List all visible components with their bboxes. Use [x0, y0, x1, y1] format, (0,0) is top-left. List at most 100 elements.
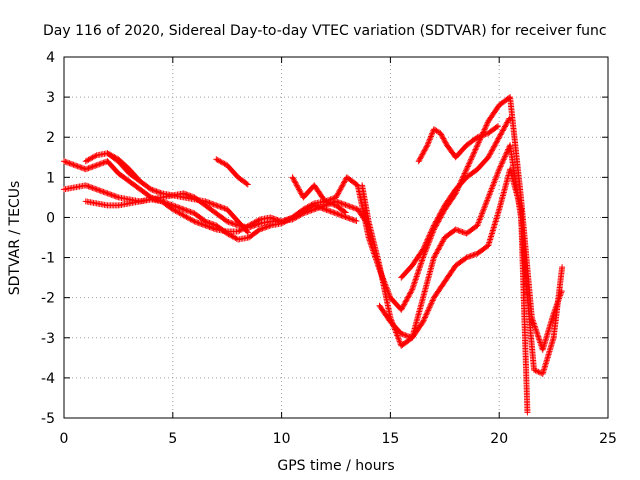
data-point	[496, 166, 503, 173]
data-point	[96, 187, 103, 194]
data-point	[271, 215, 278, 222]
data-point	[490, 144, 497, 151]
data-point	[494, 136, 501, 143]
data-point	[428, 132, 435, 139]
data-point	[433, 249, 440, 256]
data-point	[156, 189, 163, 196]
data-point	[438, 241, 445, 248]
data-point	[473, 143, 480, 150]
data-point	[479, 132, 486, 139]
y-axis-label: SDTVAR / TECUs	[7, 181, 23, 296]
data-point	[424, 142, 431, 149]
data-point	[428, 228, 435, 235]
data-point	[486, 151, 493, 158]
data-point	[427, 229, 434, 236]
data-point	[157, 189, 164, 196]
data-point	[255, 217, 262, 224]
data-point	[262, 224, 269, 231]
data-point	[500, 156, 507, 163]
data-point	[531, 366, 538, 373]
y-tick-label: 4	[46, 50, 55, 66]
data-point	[100, 159, 107, 166]
data-point	[346, 203, 353, 210]
y-tick-label: -1	[41, 251, 55, 267]
data-point	[417, 154, 424, 161]
data-point	[180, 206, 187, 213]
data-point	[437, 242, 444, 249]
data-point	[330, 209, 337, 216]
data-point	[103, 189, 110, 196]
data-point	[152, 187, 159, 194]
data-point	[466, 253, 473, 260]
data-point	[101, 189, 108, 196]
data-point	[89, 184, 96, 191]
data-point	[436, 243, 443, 250]
data-point	[425, 139, 432, 146]
data-point	[202, 198, 209, 205]
series-track-6	[213, 156, 251, 188]
data-point	[494, 123, 501, 130]
data-point	[485, 194, 492, 201]
data-point	[273, 216, 280, 223]
y-tick-label: 3	[46, 90, 55, 106]
data-point	[327, 196, 334, 203]
data-point	[491, 178, 498, 185]
data-point	[403, 297, 410, 304]
data-point	[216, 203, 223, 210]
data-point	[501, 154, 508, 161]
data-point	[430, 223, 437, 230]
data-point	[464, 254, 471, 261]
data-point	[479, 209, 486, 216]
data-point	[433, 218, 440, 225]
data-point	[333, 194, 339, 201]
data-point	[217, 203, 224, 210]
data-point	[88, 164, 95, 171]
data-point	[430, 254, 437, 261]
data-point	[347, 203, 354, 210]
data-point	[424, 236, 431, 243]
data-point	[496, 164, 503, 171]
data-point	[441, 136, 448, 143]
data-point	[266, 222, 273, 229]
data-point	[343, 202, 350, 209]
data-point	[96, 161, 103, 168]
data-point	[206, 199, 213, 206]
data-point	[135, 177, 142, 184]
data-point	[209, 200, 216, 207]
data-point	[274, 216, 281, 223]
data-point	[495, 167, 502, 174]
data-point	[498, 160, 505, 167]
data-point	[491, 143, 498, 150]
data-point	[108, 191, 115, 198]
data-point	[425, 307, 432, 314]
data-point	[226, 219, 233, 226]
data-point	[505, 116, 512, 123]
data-point	[319, 205, 326, 212]
data-point	[477, 133, 484, 140]
data-point	[221, 205, 228, 212]
data-point	[427, 134, 434, 141]
data-point	[218, 204, 225, 211]
data-point	[475, 133, 482, 140]
data-point	[463, 166, 470, 173]
data-point	[228, 219, 235, 226]
data-point	[468, 154, 475, 161]
data-point	[498, 162, 505, 169]
data-point	[471, 251, 478, 258]
data-point	[436, 211, 443, 218]
y-tick-label: -5	[41, 411, 55, 427]
axis-ticks	[63, 56, 609, 419]
data-point	[425, 235, 432, 242]
y-tick-label: 1	[46, 170, 55, 186]
y-tick-label: -4	[41, 371, 55, 387]
data-point	[489, 184, 496, 191]
data-point	[426, 137, 433, 144]
plot-frame	[63, 56, 609, 419]
data-point	[282, 216, 289, 223]
data-point	[465, 162, 472, 169]
data-point	[203, 222, 210, 229]
data-point	[502, 122, 509, 129]
data-point	[483, 200, 490, 207]
data-point	[259, 225, 266, 232]
data-point	[420, 318, 427, 325]
